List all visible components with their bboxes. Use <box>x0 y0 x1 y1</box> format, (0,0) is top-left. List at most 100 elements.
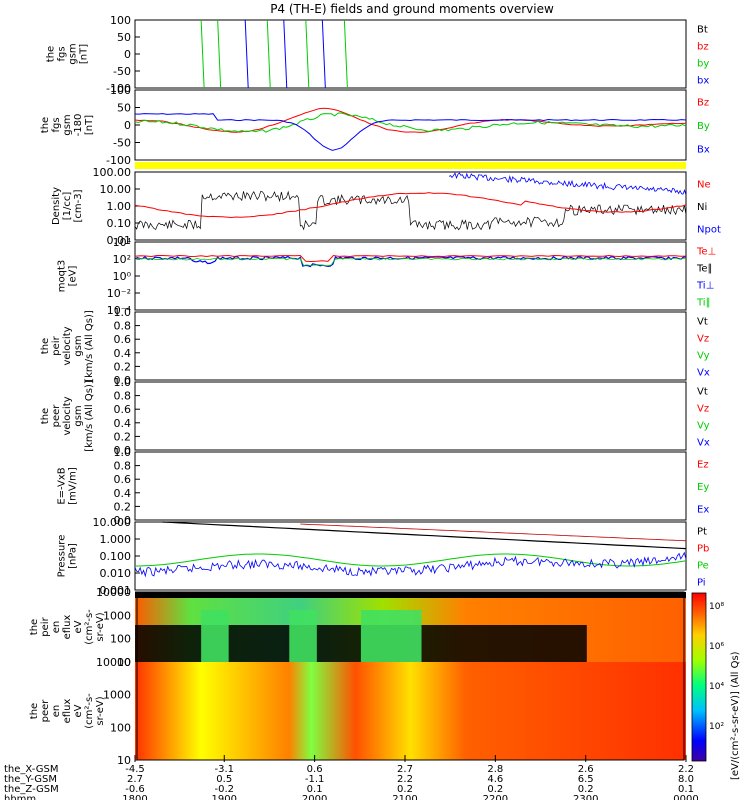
y-tick-label: 100 <box>110 14 131 27</box>
panel-peer_spec: thepeerenefluxeV(cm²-s-sr-eV) 10000 1000 10… <box>29 656 140 767</box>
panel-frame <box>134 89 687 161</box>
y-tick-label: 1.0 <box>114 446 132 459</box>
panel-density: Density[1/cc][cm-3] 100.00 10.00 1.00 0.10 0.… <box>51 166 721 247</box>
y-tick-label: 1.00 <box>107 200 132 213</box>
x-tick-label: 0000 <box>673 794 698 800</box>
series-ne <box>134 192 687 219</box>
legend-Vz: Vz <box>697 404 709 415</box>
y-tick-label: 1.000 <box>100 533 132 546</box>
x-tick-label: -1.1 <box>305 774 325 785</box>
y-tick-label: 0.001 <box>100 584 132 597</box>
y-tick-label: 1000 <box>103 689 131 702</box>
x-tick-label: 2.8 <box>487 764 503 775</box>
peir-top-band <box>135 592 686 598</box>
peir-plasma-band <box>360 610 422 662</box>
y-tick-label: 10 <box>117 656 131 669</box>
y-tick-label: 0.4 <box>114 417 132 430</box>
series-bx2 <box>134 113 687 151</box>
x-tick-label: 1800 <box>122 794 147 800</box>
y-tick-label: 0.01 <box>107 234 132 247</box>
y-tick-label: 0.6 <box>114 333 132 346</box>
y-tick-label: 0.2 <box>114 430 132 443</box>
panel-group: thefgsgsm[nT]100500-50-100Btbzbybxthefgs… <box>29 14 721 767</box>
series-pb <box>300 523 687 542</box>
y-tick-label: 0.2 <box>114 360 132 373</box>
y-tick-label: 0.4 <box>114 487 132 500</box>
legend-Ey: Ey <box>697 482 709 493</box>
legend-Vy: Vy <box>697 421 710 432</box>
x-tick-label: 0.6 <box>307 764 323 775</box>
x-tick-label: 0.2 <box>487 784 503 795</box>
series-pi <box>134 551 687 578</box>
x-tick-label: -0.6 <box>125 784 145 795</box>
panel-peer_vel: thepeervelocitygsm[km/s (All Qs)] 1.00.80… <box>40 376 710 457</box>
panel-ylabel: thefgsgsm[nT] <box>46 43 90 64</box>
panel-frame <box>134 241 687 311</box>
field-spike <box>343 19 348 89</box>
panel-ylabel: thepeirenefluxeV(cm²-s-sr-eV) <box>29 609 106 645</box>
y-tick-label: 0.8 <box>114 390 132 403</box>
y-tick-label: -100 <box>106 154 131 167</box>
y-tick-label: 0.0 <box>114 514 132 527</box>
series-by2 <box>134 112 687 133</box>
x-tick-label: 0.1 <box>307 784 323 795</box>
colorbar-scale <box>691 592 707 762</box>
x-tick-label: 2300 <box>573 794 598 800</box>
y-tick-label: 0.6 <box>114 403 132 416</box>
x-tick-label: 0.1 <box>678 784 694 795</box>
x-axis-labels: the_X-GSM -4.5 -3.1 0.6 2.7 2.8 2.6 2.2 the_Y-GS… <box>4 755 699 800</box>
y-tick-label: 100.00 <box>93 166 132 179</box>
x-tick-label: -4.5 <box>125 764 145 775</box>
panel-ylabel: E=-VxB[mV/m] <box>57 467 79 505</box>
legend-Pi: Pi <box>697 578 706 589</box>
legend-Bt: Bt <box>697 25 708 36</box>
y-tick-label: 0.6 <box>114 473 132 486</box>
x-tick-label: 6.5 <box>578 774 594 785</box>
y-tick-label: 0 <box>124 119 131 132</box>
field-spike <box>305 19 310 89</box>
panel-ylabel: thepeirvelocitygsm[km/s (All Qs)] <box>40 310 95 382</box>
x-tick-label: 0.2 <box>578 784 594 795</box>
y-tick-label: 10 <box>117 754 131 767</box>
legend-bx: bx <box>697 76 709 87</box>
y-tick-label: 0.0 <box>114 374 132 387</box>
x-tick-label: 1900 <box>212 794 237 800</box>
legend-bz: bz <box>697 42 709 53</box>
panel-peir_vel: thepeirvelocitygsm[km/s (All Qs)] 1.00.80… <box>40 306 710 387</box>
y-tick-label: 50 <box>117 31 131 44</box>
y-tick-label: -50 <box>113 137 131 150</box>
y-tick-label: 10⁰ <box>113 270 132 283</box>
spectrogram-frame <box>136 591 685 761</box>
series-te <box>134 254 687 263</box>
panel-ylabel: thepeerenefluxeV(cm²-s-sr-eV) <box>29 693 106 729</box>
y-tick-label: 10000 <box>96 656 131 669</box>
y-tick-label: 100 <box>110 84 131 97</box>
panel-fgs_dsl: thefgsgsm-180[nT] 100 50 0 -50 -100 Bz By Bx <box>40 84 710 167</box>
legend-Pt: Pt <box>697 527 707 538</box>
x-tick-label: 4.6 <box>487 774 503 785</box>
legend-Te⊥: Te⊥ <box>696 247 716 258</box>
field-spike <box>266 19 271 89</box>
panel-fgs: thefgsgsm[nT] 100 50 0 -50 -100 Bt bz by bx <box>46 14 710 95</box>
x-tick-label: 0.5 <box>216 774 232 785</box>
legend-Vx: Vx <box>697 438 710 449</box>
panel-peir_spec: thepeirenefluxeV(cm²-s-sr-eV) 10000 1000 10… <box>29 586 140 669</box>
x-tick-label: -0.2 <box>215 784 235 795</box>
panel-frame <box>134 521 687 591</box>
x-row-label: the_X-GSM <box>4 764 58 775</box>
series-ni <box>134 190 687 231</box>
x-tick-label: 2.2 <box>678 764 694 775</box>
x-row-label: the_Y-GSM <box>4 774 57 785</box>
series-til <box>134 257 687 267</box>
peir-plasma-band <box>201 610 229 662</box>
legend-by: by <box>697 59 709 70</box>
y-tick-label: 1.0 <box>114 306 132 319</box>
x-tick-label: 2100 <box>392 794 417 800</box>
x-tick-label: 2.7 <box>397 764 413 775</box>
x-tick-label: 8.0 <box>678 774 694 785</box>
y-tick-label: 0.100 <box>100 550 132 563</box>
y-tick-label: -100 <box>106 82 131 95</box>
panel-temp: moqt3[eV] 10⁴ 10² 10⁰ 10⁻² 10⁻⁴ Te⊥ Te∥ Ti⊥ Ti∥ <box>57 236 717 317</box>
y-tick-label: 100 <box>110 721 131 734</box>
x-tick-label: -3.1 <box>215 764 235 775</box>
